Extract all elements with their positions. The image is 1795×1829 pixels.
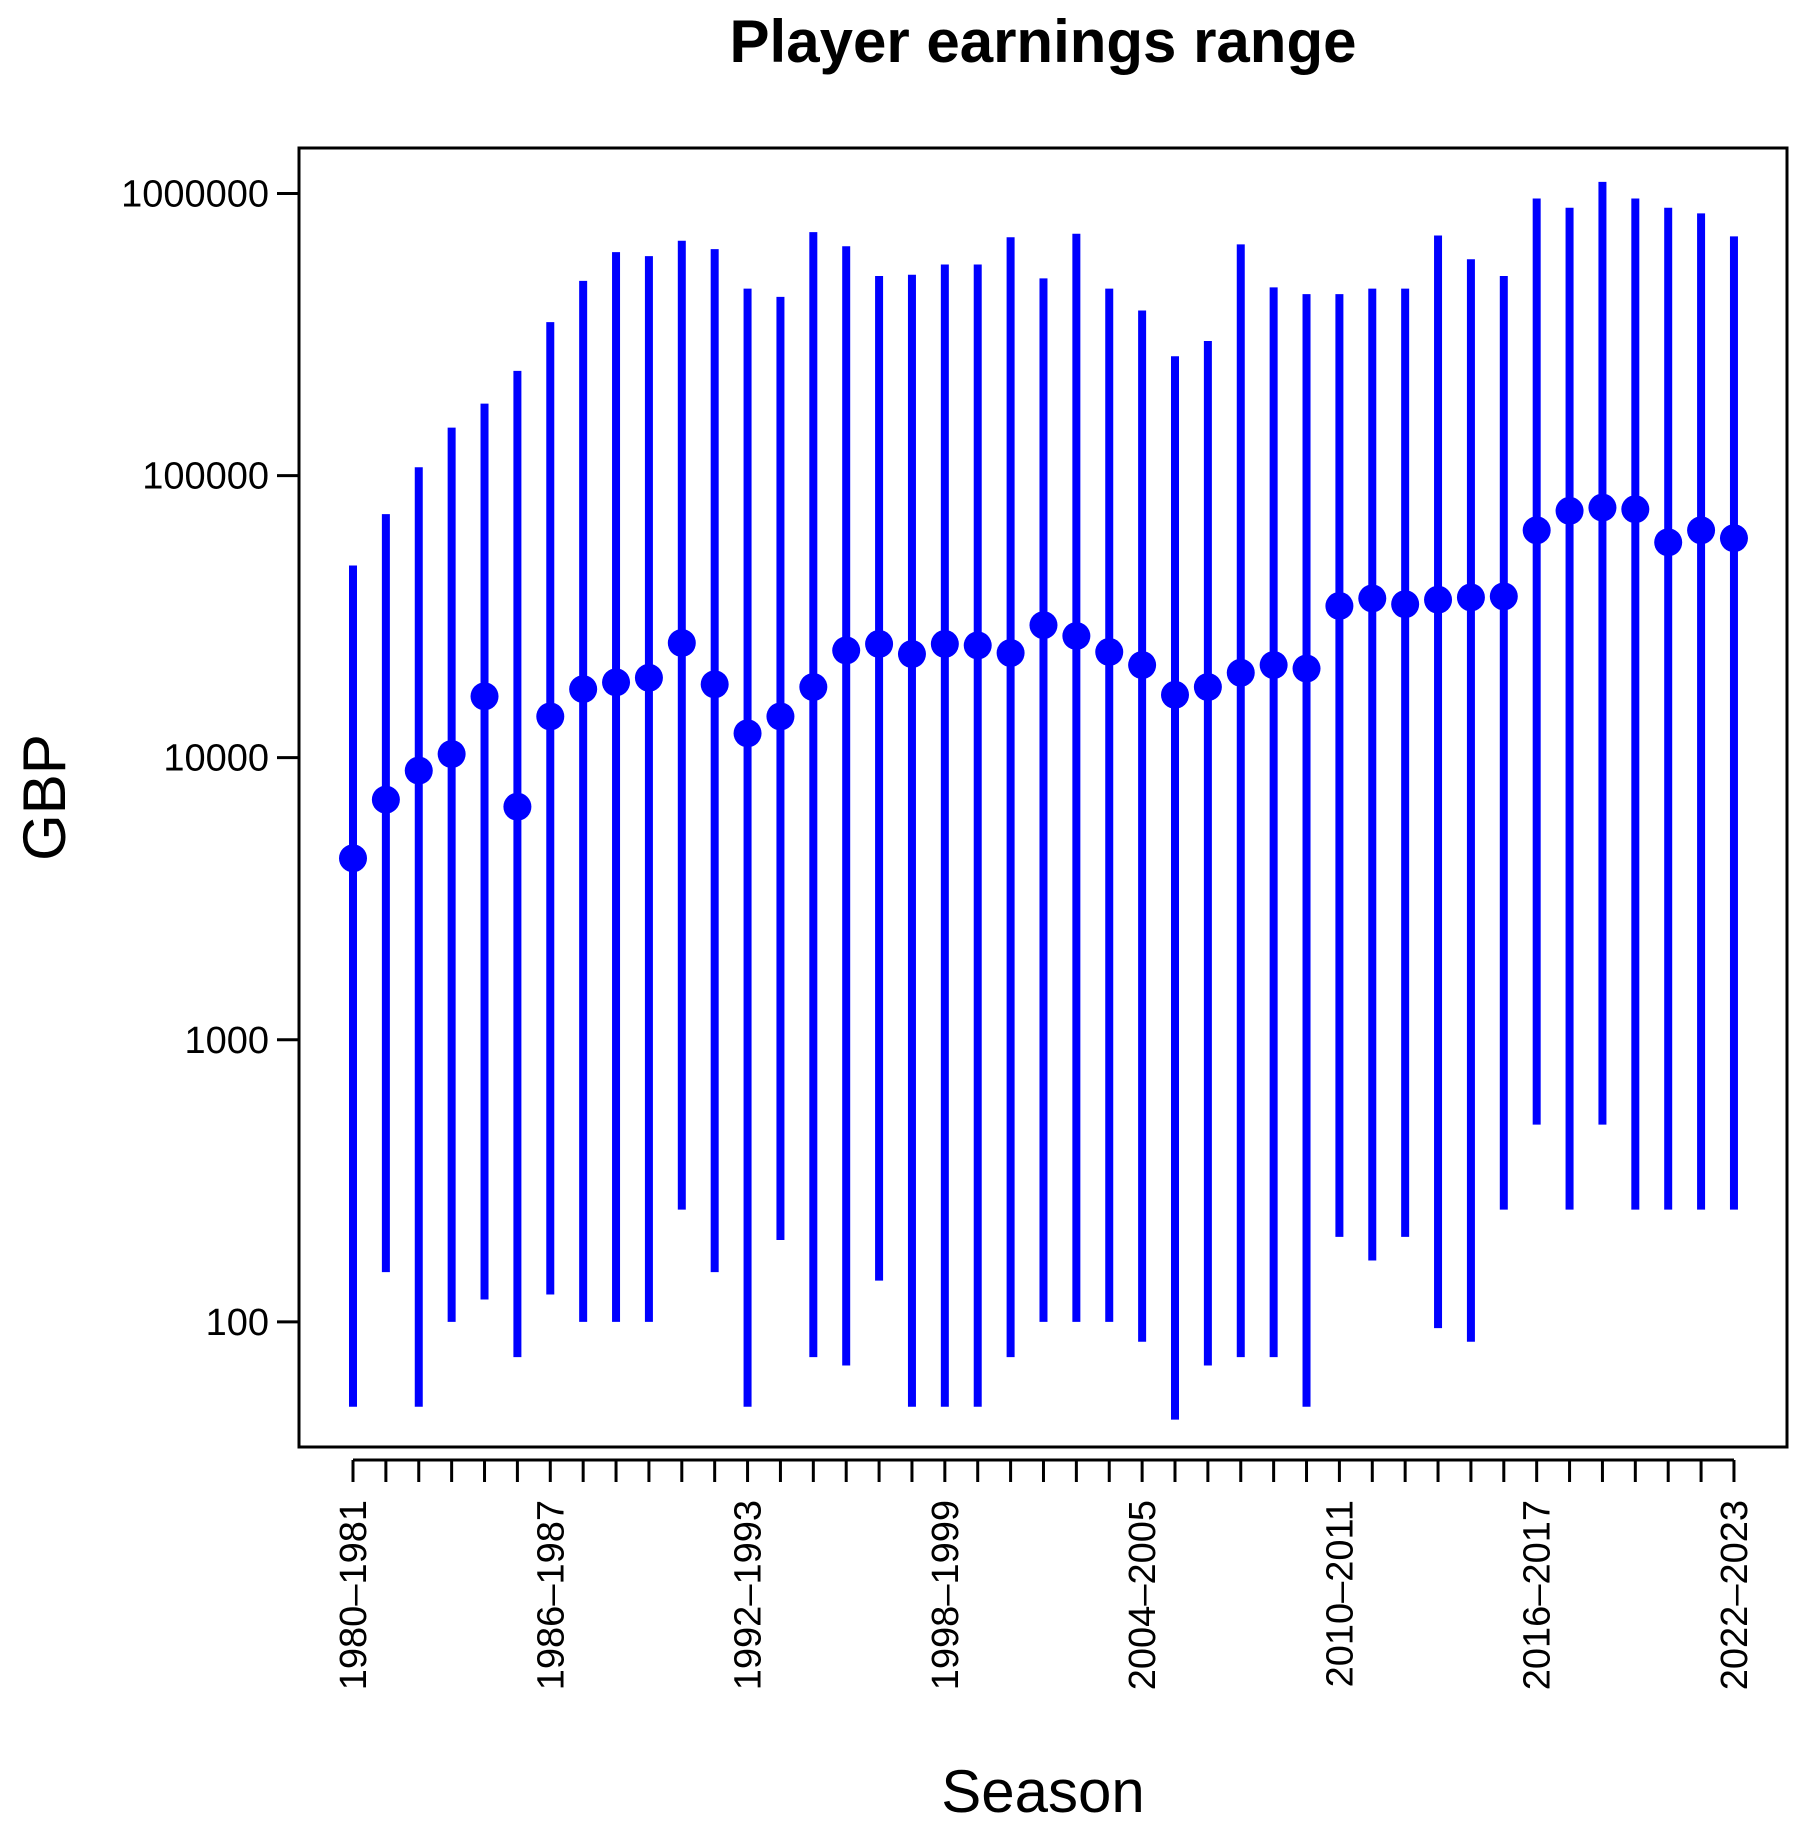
x-tick-label: 1998–1999 [925, 1500, 967, 1690]
median-point [1128, 651, 1157, 680]
median-point [371, 785, 400, 814]
median-point [1161, 680, 1189, 709]
median-point [1654, 528, 1683, 557]
median-point [1193, 673, 1222, 702]
median-point [536, 702, 565, 731]
y-axis: 100 1000 10000 100000 1000000 [121, 174, 299, 1344]
median-point [1555, 496, 1584, 525]
plot-marks [339, 181, 1748, 1420]
x-tick-label: 1992–1993 [728, 1500, 770, 1690]
median-point [996, 639, 1025, 668]
median-point [766, 702, 795, 731]
median-point [1719, 524, 1748, 553]
median-point [339, 844, 367, 873]
x-tick-label: 1980–1981 [333, 1500, 375, 1690]
x-axis: 1980–1981 1986–1987 1992–1993 1998–1999 2004… [333, 1458, 1756, 1690]
y-tick-label: 100 [206, 1302, 269, 1344]
y-tick-label: 10000 [163, 738, 269, 780]
plot-frame [297, 146, 1789, 1449]
median-point [437, 740, 466, 769]
median-point [1489, 582, 1518, 611]
y-tick-label: 1000 [184, 1020, 269, 1062]
median-point [1029, 611, 1058, 640]
median-point [634, 663, 663, 692]
median-point [1358, 584, 1387, 613]
chart-title: Player earnings range [730, 8, 1357, 75]
x-tick-label: 2016–2017 [1517, 1500, 1559, 1690]
x-tick-label: 2004–2005 [1122, 1500, 1164, 1690]
median-point [1292, 654, 1321, 683]
median-point [1687, 516, 1716, 545]
median-point [1226, 658, 1255, 687]
median-point [1621, 495, 1650, 524]
median-point [832, 636, 861, 665]
median-point [1391, 590, 1420, 619]
x-tick-label: 2010–2011 [1319, 1500, 1361, 1687]
median-point [569, 675, 598, 704]
median-point [799, 673, 828, 702]
median-point [602, 668, 631, 697]
median-point [963, 631, 992, 660]
median-point [700, 670, 729, 699]
median-point [1259, 651, 1288, 680]
median-point [1325, 591, 1354, 620]
median-point [404, 756, 433, 785]
median-point [470, 682, 499, 711]
median-point [930, 629, 959, 658]
median-point [1522, 516, 1551, 545]
y-tick-label: 100000 [142, 456, 269, 498]
median-point [1588, 493, 1617, 522]
median-point [1456, 583, 1485, 612]
x-tick-label: 1986–1987 [530, 1500, 572, 1690]
y-tick-label: 1000000 [121, 174, 269, 216]
median-point [733, 719, 762, 748]
median-point [503, 792, 532, 821]
median-point [1095, 637, 1124, 666]
x-tick-label: 2022–2023 [1714, 1500, 1756, 1690]
median-point [865, 629, 894, 658]
median-point [897, 640, 926, 669]
x-axis-label: Season [941, 1758, 1145, 1825]
y-axis-label: GBP [11, 734, 78, 861]
median-point [1062, 622, 1091, 651]
median-point [667, 629, 696, 658]
median-point [1424, 585, 1453, 614]
